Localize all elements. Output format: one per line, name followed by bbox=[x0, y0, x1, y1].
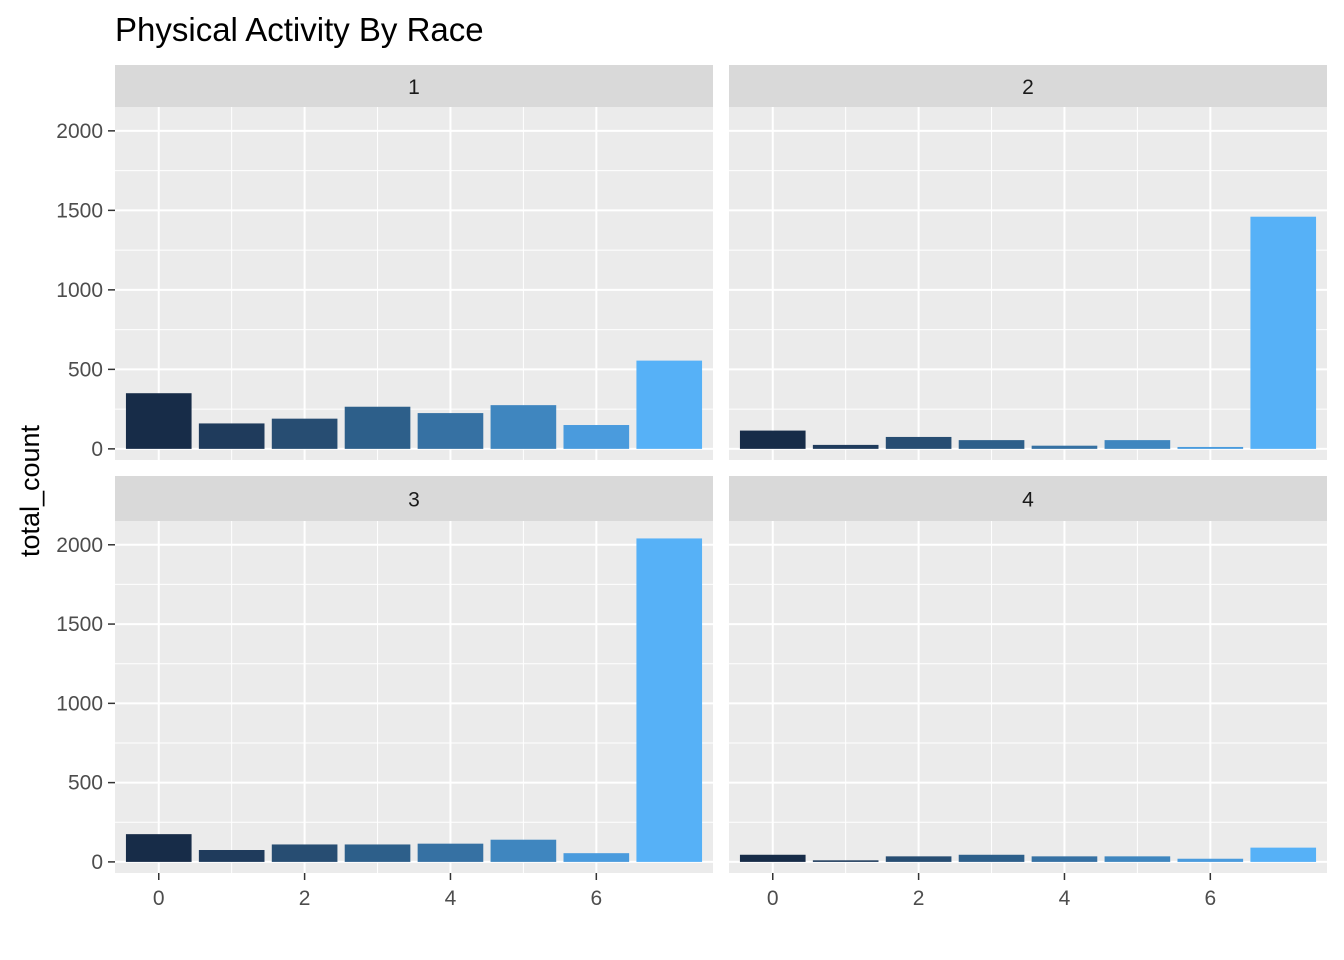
y-tick-label: 2000 bbox=[56, 534, 103, 557]
bar bbox=[1177, 858, 1244, 862]
bar bbox=[125, 834, 192, 862]
bar bbox=[490, 405, 557, 449]
chart-title: Physical Activity By Race bbox=[115, 11, 484, 48]
bar bbox=[739, 430, 806, 449]
bar bbox=[271, 418, 338, 449]
bar bbox=[198, 850, 265, 862]
facet-strip bbox=[115, 65, 713, 107]
bar bbox=[563, 853, 630, 862]
y-tick-label: 1000 bbox=[56, 279, 103, 302]
facet-strip-label: 3 bbox=[408, 489, 420, 512]
facet-strip-label: 2 bbox=[1022, 76, 1034, 99]
facet-strip-label: 4 bbox=[1022, 489, 1034, 512]
panel-background bbox=[115, 107, 713, 460]
bar bbox=[1250, 847, 1317, 862]
bar bbox=[812, 444, 879, 449]
bar bbox=[563, 425, 630, 449]
x-tick-label: 6 bbox=[590, 887, 602, 910]
bar bbox=[1104, 440, 1171, 449]
y-tick-label: 1500 bbox=[56, 199, 103, 222]
bar bbox=[490, 839, 557, 862]
bar bbox=[271, 844, 338, 862]
bar bbox=[344, 844, 411, 862]
x-tick-label: 4 bbox=[445, 887, 457, 910]
facet-strip-label: 1 bbox=[408, 76, 420, 99]
bar bbox=[198, 423, 265, 449]
bar bbox=[885, 856, 952, 862]
panel-background bbox=[115, 521, 713, 873]
bar bbox=[1031, 856, 1098, 862]
x-tick-label: 0 bbox=[153, 887, 165, 910]
x-tick-label: 6 bbox=[1204, 887, 1216, 910]
bar bbox=[417, 843, 484, 862]
x-tick-label: 4 bbox=[1059, 887, 1071, 910]
y-tick-label: 2000 bbox=[56, 120, 103, 143]
bar bbox=[1177, 446, 1244, 449]
facet-strip bbox=[729, 65, 1327, 107]
y-tick-label: 500 bbox=[68, 358, 103, 381]
bar bbox=[636, 360, 703, 449]
y-tick-label: 500 bbox=[68, 772, 103, 795]
bar bbox=[636, 538, 703, 862]
facet-strip bbox=[115, 476, 713, 521]
bar bbox=[1250, 216, 1317, 449]
panel-background bbox=[729, 107, 1327, 460]
y-tick-label: 0 bbox=[91, 438, 103, 461]
bar bbox=[812, 860, 879, 862]
bar bbox=[885, 436, 952, 449]
panel-background bbox=[729, 521, 1327, 873]
bar bbox=[739, 854, 806, 862]
bar bbox=[958, 440, 1025, 449]
bar bbox=[417, 413, 484, 449]
y-axis-label: total_count bbox=[15, 424, 45, 557]
x-tick-label: 2 bbox=[299, 887, 311, 910]
x-tick-label: 2 bbox=[913, 887, 925, 910]
bar bbox=[344, 406, 411, 449]
x-tick-label: 0 bbox=[767, 887, 779, 910]
bar bbox=[1104, 856, 1171, 862]
bar bbox=[958, 854, 1025, 862]
facet-strip bbox=[729, 476, 1327, 521]
y-tick-label: 0 bbox=[91, 851, 103, 874]
y-tick-label: 1000 bbox=[56, 692, 103, 715]
bar bbox=[125, 393, 192, 449]
y-tick-label: 1500 bbox=[56, 613, 103, 636]
bar bbox=[1031, 445, 1098, 449]
